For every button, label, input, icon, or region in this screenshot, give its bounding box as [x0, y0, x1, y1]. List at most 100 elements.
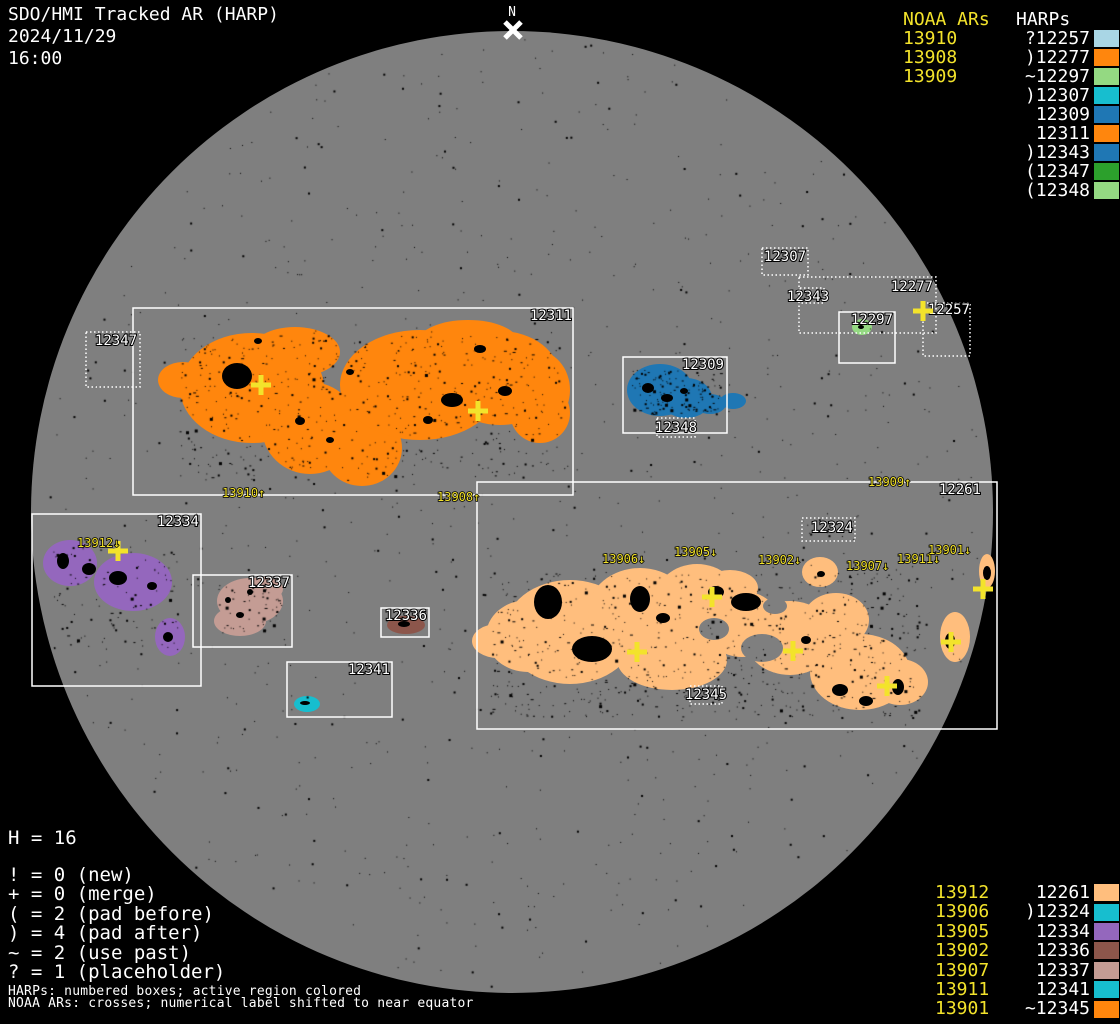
- plot-header: SDO/HMI Tracked AR (HARP) 2024/11/29 16:…: [8, 4, 279, 70]
- harp-12277-label: 12277: [891, 279, 933, 295]
- noaa-harp-pair-row: 13906 )12324: [930, 901, 1120, 923]
- harp-color-swatch: [1094, 125, 1119, 142]
- noaa-harp-pair-row: 13911 12341: [930, 980, 1120, 999]
- noaa-ar-number: 13910: [903, 28, 958, 49]
- harp-color-swatch: [1094, 68, 1119, 85]
- harp-12341-label: 12341: [348, 662, 390, 678]
- harp-color-swatch: [1094, 884, 1119, 902]
- stat-line: + = 0 (merge): [8, 883, 157, 906]
- harp-color-swatch: [1094, 49, 1119, 66]
- harp-number: )12277: [1024, 47, 1090, 68]
- harp-number: 12336: [1035, 940, 1090, 962]
- harp-number: )12324: [1024, 901, 1090, 923]
- harp-12277-box: [798, 276, 937, 334]
- stat-line: ! = 0 (new): [8, 864, 134, 886]
- harp-color-swatch: [1094, 1000, 1119, 1018]
- noaa-ar-label-13907: 13907↓: [846, 559, 889, 573]
- noaa-ar-cross: [702, 587, 722, 607]
- harp-12261-label: 12261: [939, 482, 981, 498]
- noaa-ar-cross: [627, 642, 647, 662]
- noaa-ar-cross: [108, 541, 128, 561]
- harp-legend-row: 12311: [992, 124, 1120, 143]
- harp-12307-box: [761, 247, 809, 276]
- bottom-right-legend: 13912 12261 13906 )12324 13905 12334 13902 1233…: [930, 883, 1120, 1019]
- harp-12348-box: [656, 417, 696, 438]
- noaa-ar-label-13909: 13909↑: [868, 475, 911, 489]
- harp-12347-box: [85, 331, 141, 388]
- noaa-ar-list: NOAA ARs 13910 13908 13909: [903, 10, 990, 86]
- harp-legend-row: (12347: [992, 162, 1120, 181]
- noaa-ar-label-13901: 13901↓: [928, 543, 971, 557]
- noaa-ar-number: 13908: [903, 47, 958, 68]
- harp-12311-box: [132, 307, 574, 496]
- harp-12334-label: 12334: [157, 514, 199, 530]
- noaa-harp-pair-row: 13912 12261: [930, 883, 1120, 902]
- harp-number: 12311: [1035, 123, 1090, 144]
- noaa-ars-header: NOAA ARs: [903, 9, 990, 30]
- harp-color-swatch: [1094, 163, 1119, 180]
- harp-12307-label: 12307: [764, 249, 806, 265]
- harp-12337-label: 12337: [248, 575, 290, 591]
- harp-12334-box: [31, 513, 202, 687]
- harp-number: 12261: [1035, 882, 1090, 903]
- harp-12336-label: 12336: [385, 608, 427, 624]
- harp-color-swatch: [1094, 942, 1119, 960]
- harp-12324-label: 12324: [811, 520, 853, 536]
- harp-color-swatch: [1094, 182, 1119, 199]
- plot-title: SDO/HMI Tracked AR (HARP): [8, 4, 279, 25]
- noaa-harp-pair-row: 13901 ~12345: [930, 998, 1120, 1020]
- noaa-ar-label-13902: 13902↓: [758, 553, 801, 567]
- noaa-ar-label-13911: 13911↓: [897, 552, 940, 566]
- harp-number: 12334: [1035, 920, 1090, 942]
- harp-12324-box: [801, 517, 856, 542]
- harp-number: ?12257: [1024, 28, 1090, 49]
- plot-date: 2024/11/29: [8, 26, 117, 47]
- noaa-ar-number: 13911: [935, 978, 990, 1000]
- harp-12348-label: 12348: [655, 420, 697, 436]
- noaa-ar-label-13905: 13905↓: [674, 545, 717, 559]
- noaa-harp-pair-row: 13902 12336: [930, 940, 1120, 962]
- harp-list: HARPs ?12257)12277 ~12297)12307 12309 12311…: [992, 10, 1120, 200]
- noaa-ar-label-13906: 13906↓: [602, 552, 645, 566]
- harp-12343-box: [799, 287, 825, 304]
- harp-number: ~12345: [1024, 998, 1090, 1020]
- noaa-ar-cross: [941, 632, 961, 652]
- harp-12311-label: 12311: [530, 308, 572, 324]
- harp-12347-label: 12347: [95, 333, 137, 349]
- harp-legend-row: )12343: [992, 143, 1120, 162]
- noaa-ar-number: 13905: [935, 920, 990, 942]
- stat-line: ( = 2 (pad before): [8, 902, 214, 925]
- noaa-ar-cross: [468, 401, 488, 421]
- harp-color-swatch: [1094, 87, 1119, 104]
- harp-12261-box: [476, 481, 998, 730]
- noaa-ar-label-13912: 13912↓: [77, 536, 120, 550]
- noaa-ar-number: 13909: [903, 66, 958, 87]
- harp-color-swatch: [1094, 981, 1119, 999]
- harp-12257-box: [922, 302, 971, 357]
- noaa-ar-number: 13912: [935, 882, 990, 903]
- harp-legend-row: ~12297: [992, 67, 1120, 86]
- harp-stats-legend: H = 16 ! = 0 (new) + = 0 (merge)( = 2 (pa…: [8, 828, 225, 982]
- north-marker-icon: [503, 20, 523, 40]
- harp-color-swatch: [1094, 144, 1119, 161]
- harp-number: (12347: [1024, 161, 1090, 182]
- plot-time: 16:00: [8, 48, 63, 69]
- harp-color-swatch: [1094, 961, 1119, 979]
- noaa-ar-number: 13906: [935, 901, 990, 923]
- harp-legend-row: (12348: [992, 181, 1120, 200]
- noaa-harp-pair-row: 13905 12334: [930, 920, 1120, 942]
- harp-number: )12343: [1024, 142, 1090, 163]
- harp-12309-label: 12309: [682, 357, 724, 373]
- harp-12345-box: [689, 685, 723, 705]
- noaa-ar-number: 13901: [935, 998, 990, 1020]
- harp-number: 12309: [1035, 104, 1090, 125]
- h-count: H = 16: [8, 827, 77, 849]
- noaa-ar-number: 13902: [935, 940, 990, 962]
- harp-number: )12307: [1024, 85, 1090, 106]
- stat-line: ) = 4 (pad after): [8, 922, 203, 945]
- noaa-ar-cross: [783, 641, 803, 661]
- noaa-ar-cross: [913, 301, 933, 321]
